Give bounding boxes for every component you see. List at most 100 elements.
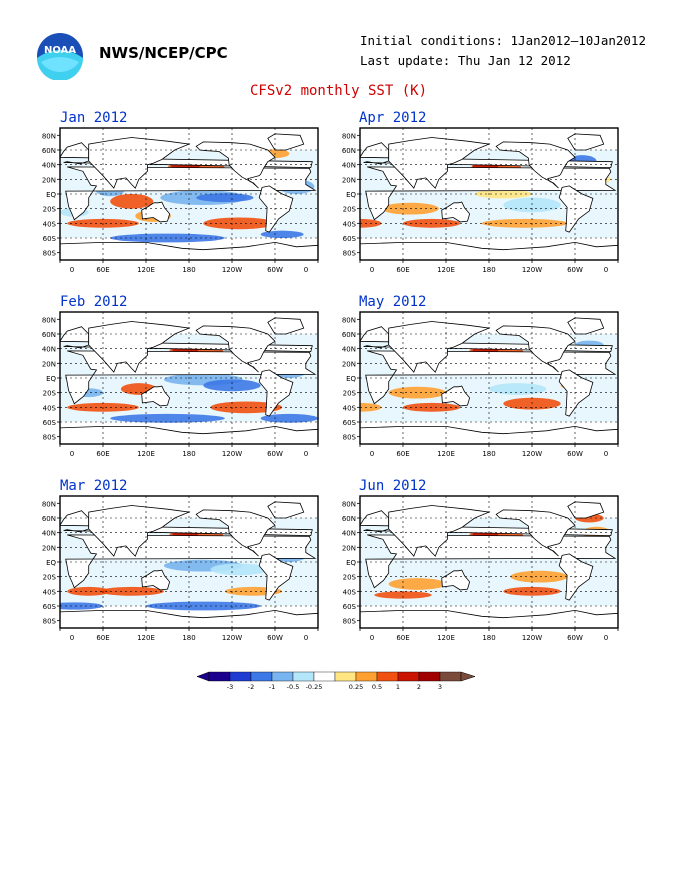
lat-label: 40S xyxy=(43,404,57,412)
lat-label: 60S xyxy=(43,603,57,611)
continent-outline xyxy=(495,325,576,373)
panel-title-3: May 2012 xyxy=(359,294,427,310)
lat-label: 20N xyxy=(42,176,56,184)
lat-label: 20S xyxy=(343,390,357,398)
panel-title-1: Apr 2012 xyxy=(359,110,427,126)
lat-label: 20N xyxy=(342,176,356,184)
colorbar-label: 0.25 xyxy=(349,683,363,691)
colorbar-swatch xyxy=(376,671,399,682)
lat-label: 40S xyxy=(343,220,357,228)
sst-anomaly-patch xyxy=(110,413,225,423)
sst-anomaly-patch xyxy=(481,218,568,228)
lat-label: 60N xyxy=(42,331,56,339)
lat-label: 80S xyxy=(343,618,357,626)
lon-label: 0 xyxy=(70,634,74,642)
continent-outline xyxy=(141,569,171,591)
lon-label: 120E xyxy=(137,450,155,458)
continent-outline xyxy=(388,505,491,557)
last-update: Last update: Thu Jan 12 2012 xyxy=(360,53,571,68)
colorbar: -3 -2 -1 -0.5 -0.25 0.25 0.5 1 2 3 xyxy=(196,671,476,691)
lon-label: 120W xyxy=(222,634,242,642)
continent-outline xyxy=(558,185,594,233)
sst-map-jun-2012: 80N 60N 40N 20N EQ 20S 40S 60S 80S 0 60E 120E 180 120… xyxy=(342,495,619,642)
lon-label: 120W xyxy=(222,450,242,458)
lat-label: EQ xyxy=(46,375,56,383)
continent-outline xyxy=(388,137,491,189)
lat-label: EQ xyxy=(46,191,56,199)
lat-label: 60N xyxy=(42,147,56,155)
lon-label: 0 xyxy=(604,450,608,458)
colorbar-swatch xyxy=(250,671,273,682)
lon-label: 60E xyxy=(96,266,109,274)
lon-label: 0 xyxy=(70,450,74,458)
continent-outline xyxy=(258,369,294,417)
colorbar-arrow-right xyxy=(460,671,476,682)
lat-label: 80S xyxy=(343,434,357,442)
lon-label: 0 xyxy=(70,266,74,274)
colorbar-label: 1 xyxy=(396,683,400,691)
lat-label: 60S xyxy=(343,603,357,611)
panel-title-0: Jan 2012 xyxy=(60,110,128,126)
continent-outline xyxy=(360,609,618,628)
continent-outline xyxy=(495,509,576,557)
lat-label: 40N xyxy=(342,530,356,538)
lon-label: 0 xyxy=(370,266,374,274)
initial-conditions: Initial conditions: 1Jan2012–10Jan2012 xyxy=(360,33,646,48)
panel-title-5: Jun 2012 xyxy=(359,478,427,494)
lon-label: 120E xyxy=(137,266,155,274)
continent-outline xyxy=(88,505,191,557)
colorbar-arrow-left xyxy=(196,671,210,682)
org-name: NWS/NCEP/CPC xyxy=(99,44,228,62)
panel-title-4: Mar 2012 xyxy=(60,478,128,494)
lon-label: 60E xyxy=(96,450,109,458)
sst-anomaly-patch xyxy=(196,193,254,203)
sst-anomaly-patch xyxy=(260,413,318,423)
lat-label: 20S xyxy=(343,574,357,582)
colorbar-label: 3 xyxy=(438,683,442,691)
lat-label: 60N xyxy=(342,515,356,523)
continent-outline xyxy=(360,425,618,444)
sst-anomaly-patch xyxy=(510,570,568,583)
colorbar-swatch xyxy=(418,671,441,682)
lat-label: 60N xyxy=(42,515,56,523)
sst-map-jan-2012: 80N 60N 40N 20N EQ 20S 40S 60S 80S 0 60E 120E 180 120… xyxy=(42,127,319,274)
lon-label: 60W xyxy=(267,450,283,458)
lon-label: 180 xyxy=(482,266,495,274)
lat-label: 20S xyxy=(43,574,57,582)
lat-label: 60N xyxy=(342,147,356,155)
lon-label: 60E xyxy=(396,266,409,274)
lat-label: 80S xyxy=(343,250,357,258)
lon-label: 120E xyxy=(437,450,455,458)
lon-label: 60W xyxy=(267,634,283,642)
lon-label: 120E xyxy=(437,266,455,274)
lat-label: 80N xyxy=(42,316,56,324)
lon-label: 180 xyxy=(182,266,195,274)
sst-map-apr-2012: 80N 60N 40N 20N EQ 20S 40S 60S 80S 0 60E 120E 180 120… xyxy=(342,127,619,274)
continent-outline xyxy=(141,385,171,407)
lat-label: 80S xyxy=(43,434,57,442)
colorbar-swatch xyxy=(355,671,378,682)
colorbar-swatch xyxy=(271,671,294,682)
lon-label: 0 xyxy=(304,634,308,642)
lat-label: 80S xyxy=(43,618,57,626)
lon-label: 60E xyxy=(96,634,109,642)
lat-label: EQ xyxy=(346,191,356,199)
lat-label: 80S xyxy=(43,250,57,258)
continent-outline xyxy=(441,569,471,591)
lat-label: 20N xyxy=(342,360,356,368)
lon-label: 60W xyxy=(567,450,583,458)
lon-label: 120W xyxy=(522,266,542,274)
lat-label: 20S xyxy=(343,206,357,214)
colorbar-swatch xyxy=(313,671,336,682)
colorbar-label: -0.5 xyxy=(287,683,300,691)
lat-label: 20S xyxy=(43,390,57,398)
lat-label: 40N xyxy=(342,162,356,170)
sst-anomaly-patch xyxy=(388,578,446,590)
continent-outline xyxy=(88,137,191,189)
sst-anomaly-patch xyxy=(210,563,268,576)
lat-label: 60N xyxy=(342,331,356,339)
lon-label: 180 xyxy=(182,634,195,642)
lon-label: 120E xyxy=(437,634,455,642)
lat-label: 60S xyxy=(43,235,57,243)
colorbar-swatch xyxy=(208,671,231,682)
